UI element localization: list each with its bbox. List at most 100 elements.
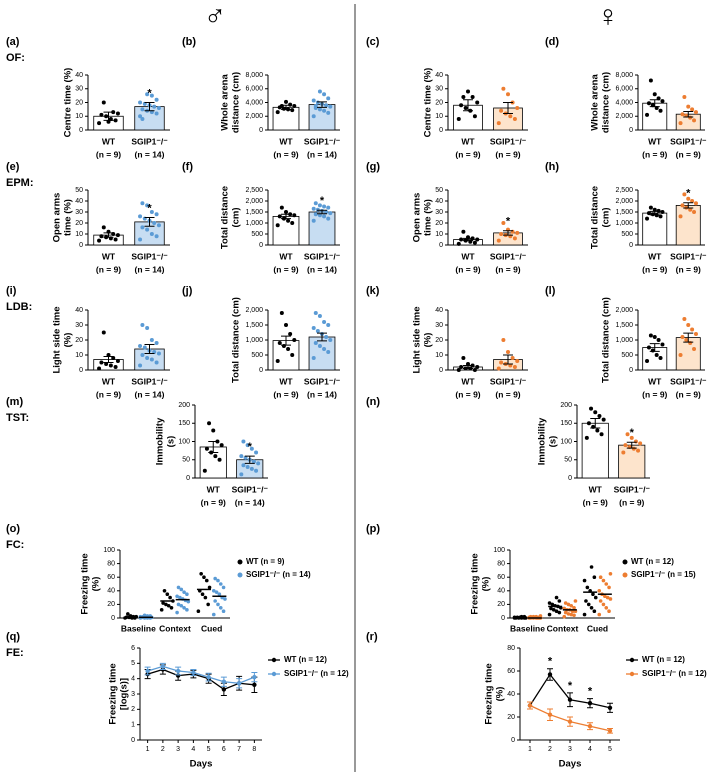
y-tick-label: 40 — [75, 198, 83, 205]
data-point — [328, 104, 333, 109]
data-point — [213, 576, 217, 581]
data-point — [311, 356, 316, 360]
data-point — [456, 241, 461, 246]
data-point — [572, 613, 576, 618]
y-tick-label: 30 — [75, 209, 83, 216]
data-point — [693, 332, 698, 336]
panel-label: (k) — [366, 285, 380, 297]
data-point — [113, 118, 118, 123]
y-tick-label: 40 — [507, 691, 515, 698]
data-point — [178, 595, 182, 600]
data-point — [311, 98, 316, 103]
data-point — [279, 311, 284, 315]
data-point — [499, 360, 504, 365]
row-label: FC: — [6, 539, 24, 551]
y-tick-label: 1,000 — [245, 337, 263, 344]
data-point — [219, 443, 224, 448]
data-point — [254, 450, 259, 455]
data-point — [645, 112, 650, 117]
x-tick-note: (n = 14) — [307, 264, 337, 274]
data-point — [508, 114, 513, 119]
data-point — [243, 455, 248, 460]
data-point — [680, 112, 685, 117]
data-point — [154, 341, 159, 345]
data-point — [311, 218, 316, 223]
y-tick-label: 3 — [131, 691, 135, 698]
data-point — [326, 110, 331, 115]
error-bar — [683, 110, 694, 118]
data-point — [249, 446, 254, 451]
data-point — [145, 92, 150, 97]
error-bar — [503, 230, 513, 236]
data-point — [603, 594, 607, 599]
y-tick-label: 30 — [435, 322, 443, 329]
y-tick-label: 0 — [111, 615, 115, 622]
x-tick-note: (n = 9) — [455, 264, 480, 274]
data-point — [152, 104, 157, 109]
error-bar — [649, 343, 660, 352]
error-bar — [281, 335, 291, 346]
data-point — [658, 108, 663, 113]
y-tick-label: 10 — [75, 113, 83, 120]
data-point — [138, 214, 143, 219]
data-point — [217, 592, 222, 596]
data-point — [200, 592, 205, 596]
significance: * — [147, 202, 152, 214]
data-point — [322, 320, 327, 324]
y-tick-label: 6,000 — [615, 86, 633, 93]
x-tick-label: 5 — [608, 746, 612, 753]
x-tick-label: WT — [102, 136, 116, 146]
data-point — [475, 100, 480, 105]
x-tick-note: (n = 9) — [583, 497, 608, 507]
data-point — [459, 365, 464, 369]
y-tick-label: 0 — [568, 475, 572, 482]
y-tick-label: 40 — [75, 72, 83, 79]
data-point — [547, 672, 553, 677]
error-bar — [649, 99, 660, 108]
x-tick-note: (n = 14) — [135, 149, 165, 159]
data-point — [567, 697, 573, 702]
data-point — [682, 192, 687, 197]
y-tick-label: 6 — [131, 645, 135, 652]
y-tick-label: 100 — [103, 547, 115, 554]
y-tick-label: 10 — [435, 113, 443, 120]
data-point — [654, 353, 659, 357]
data-point — [629, 435, 634, 440]
error-bar — [208, 441, 219, 453]
data-point — [191, 670, 196, 675]
data-point — [636, 448, 641, 453]
y-axis-label: (%) — [423, 333, 434, 348]
data-point — [692, 210, 697, 214]
x-tick-note: (n = 9) — [96, 149, 121, 159]
data-point — [499, 108, 504, 113]
data-point — [608, 597, 613, 601]
error-bar — [590, 418, 601, 429]
y-tick-label: 0 — [629, 127, 633, 134]
y-tick-label: 20 — [75, 337, 83, 344]
y-tick-label: 2,000 — [615, 113, 633, 120]
x-tick-label: SGIP1⁻/⁻ — [670, 376, 707, 386]
data-point — [682, 317, 687, 321]
data-point — [317, 89, 322, 94]
x-tick-label: WT — [102, 251, 116, 261]
bar — [308, 104, 336, 131]
y-tick-label: 2,000 — [615, 198, 633, 205]
y-axis-label: (cm) — [601, 207, 612, 227]
data-point — [256, 461, 261, 466]
panel-label: (h) — [545, 161, 559, 173]
data-point — [313, 212, 318, 217]
panel-label: (c) — [366, 36, 380, 48]
x-tick-label: Baseline — [510, 623, 545, 633]
data-point — [115, 359, 120, 363]
data-point — [182, 606, 186, 610]
data-point — [607, 609, 611, 613]
y-tick-label: 150 — [178, 420, 190, 427]
data-point — [149, 93, 154, 98]
y-tick-label: 0 — [259, 242, 263, 249]
x-tick-note: (n = 9) — [495, 264, 520, 274]
data-point — [213, 599, 217, 603]
x-tick-label: WT — [461, 136, 475, 146]
data-point — [322, 214, 327, 219]
data-point — [115, 233, 120, 238]
data-point — [501, 338, 506, 342]
